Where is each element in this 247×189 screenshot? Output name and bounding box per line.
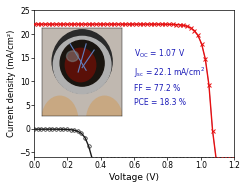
Text: V$_{\mathregular{OC}}$ = 1.07 V
J$_{\mathregular{sc}}$ = 22.1 mA/cm$^{\mathregul: V$_{\mathregular{OC}}$ = 1.07 V J$_{\mat…: [134, 47, 205, 107]
Y-axis label: Current density (mA/cm²): Current density (mA/cm²): [7, 30, 16, 137]
X-axis label: Voltage (V): Voltage (V): [109, 173, 159, 182]
